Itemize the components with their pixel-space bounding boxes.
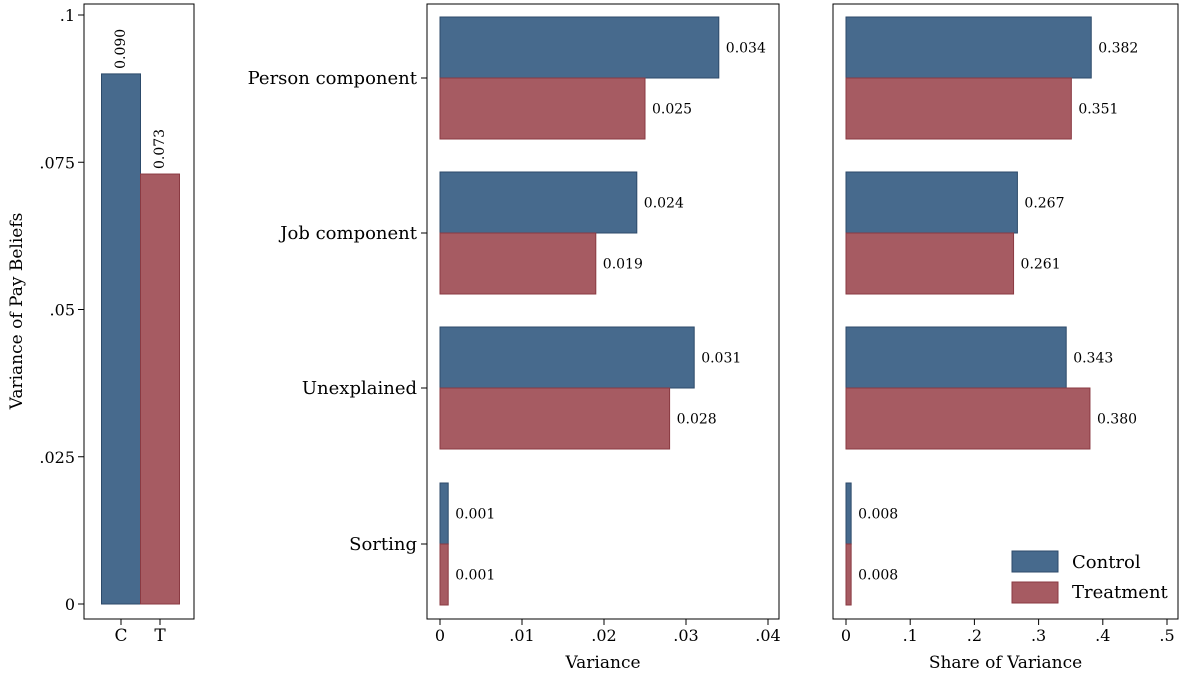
- y-tick-label: .075: [39, 153, 75, 172]
- x-tick-label: .3: [1031, 626, 1046, 645]
- bar-treatment-person-component: [439, 77, 646, 140]
- data-label-treatment-unexplained: 0.380: [1097, 412, 1137, 428]
- bar-control-person-component: [845, 16, 1092, 79]
- data-label-treatment-person-component: 0.351: [1078, 102, 1118, 118]
- legend-swatch-treatment: [1011, 581, 1059, 604]
- y-tick-label: 0: [65, 595, 75, 614]
- bar-treatment-unexplained: [439, 387, 671, 450]
- y-tick-label-unexplained: Unexplained: [302, 378, 417, 399]
- plot-frame: [426, 3, 780, 620]
- bar-treatment-sorting: [845, 543, 852, 606]
- bar-control-job-component: [439, 171, 638, 234]
- x-tick-label: .02: [591, 626, 616, 645]
- bar-treatment-person-component: [845, 77, 1072, 140]
- y-tick-label: .1: [60, 6, 75, 25]
- bar-treatment-unexplained: [845, 387, 1091, 450]
- data-label-control-person-component: 0.382: [1098, 41, 1138, 57]
- bar-control-person-component: [439, 16, 720, 79]
- x-axis-label: Variance: [564, 653, 640, 673]
- data-label-control-job-component: 0.024: [644, 196, 684, 212]
- x-tick-label: .03: [673, 626, 698, 645]
- x-tick-label: 0: [841, 626, 851, 645]
- data-label-control-person-component: 0.034: [726, 41, 766, 57]
- x-tick-label: .1: [903, 626, 918, 645]
- data-label-treatment-sorting: 0.008: [858, 568, 898, 584]
- data-label-t: 0.073: [152, 129, 168, 169]
- panel-variance-decomposition: Person component 0.034 0.025 Job component 0…: [248, 3, 781, 673]
- data-label-treatment-unexplained: 0.028: [677, 412, 717, 428]
- bar-control-sorting: [845, 482, 852, 545]
- legend: Control Treatment: [1000, 541, 1172, 609]
- data-label-treatment-sorting: 0.001: [455, 568, 495, 584]
- legend-label-control: Control: [1072, 552, 1141, 573]
- bar-treatment-job-component: [439, 232, 597, 295]
- data-label-treatment-job-component: 0.019: [603, 257, 643, 273]
- y-tick-label-person-component: Person component: [248, 68, 418, 89]
- data-label-treatment-job-component: 0.261: [1021, 257, 1061, 273]
- y-tick-label-sorting: Sorting: [349, 534, 417, 555]
- legend-swatch-control: [1011, 550, 1059, 573]
- bar-treatment-sorting: [439, 543, 449, 606]
- plot-frame: [83, 3, 195, 620]
- bar-control-unexplained: [439, 326, 695, 389]
- panel-total-variance: 0 .025 .05 .075 .1 Variance of Pay Beliefs 0.0…: [7, 3, 195, 646]
- data-label-control-unexplained: 0.343: [1073, 351, 1113, 367]
- x-axis-label: Share of Variance: [929, 653, 1082, 673]
- plot-frame: [832, 3, 1179, 620]
- x-tick-label: .5: [1159, 626, 1174, 645]
- x-tick-label: .4: [1095, 626, 1110, 645]
- x-tick-label-c: C: [114, 626, 127, 646]
- y-tick-label: .05: [50, 301, 75, 320]
- x-tick-label-t: T: [154, 626, 166, 646]
- data-label-control-job-component: 0.267: [1024, 196, 1064, 212]
- x-tick-label: .2: [967, 626, 982, 645]
- panel-share-of-variance: 0.382 0.351 0.267 0.261 0.343 0.380 0.008 0.008…: [832, 3, 1179, 673]
- data-label-control-sorting: 0.001: [455, 507, 495, 523]
- y-tick-label-job-component: Job component: [278, 223, 417, 244]
- data-label-treatment-person-component: 0.025: [652, 102, 692, 118]
- bar-c: [101, 73, 141, 605]
- bar-control-job-component: [845, 171, 1018, 234]
- data-label-control-unexplained: 0.031: [701, 351, 741, 367]
- legend-label-treatment: Treatment: [1072, 582, 1169, 603]
- x-tick-label: .04: [755, 626, 780, 645]
- bar-treatment-job-component: [845, 232, 1015, 295]
- data-label-control-sorting: 0.008: [858, 507, 898, 523]
- bar-control-unexplained: [845, 326, 1067, 389]
- bar-control-sorting: [439, 482, 449, 545]
- y-axis-label: Variance of Pay Beliefs: [7, 213, 27, 411]
- data-label-c: 0.090: [113, 29, 129, 69]
- x-tick-label: .01: [509, 626, 534, 645]
- x-tick-label: 0: [435, 626, 445, 645]
- bar-t: [140, 173, 180, 605]
- y-tick-label: .025: [39, 448, 75, 467]
